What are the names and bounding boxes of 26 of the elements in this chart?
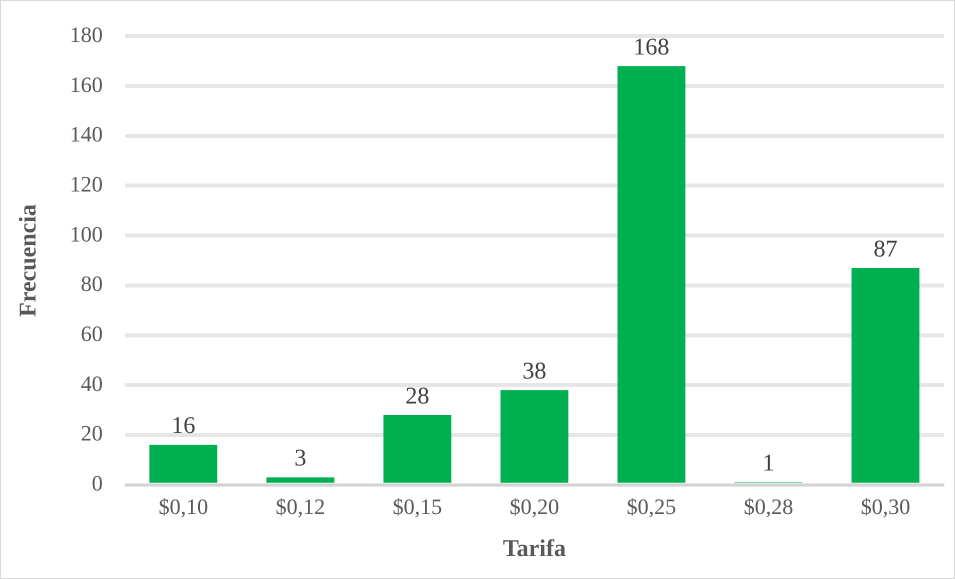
y-tick-label: 20 (80, 420, 103, 446)
data-label: 16 (171, 413, 196, 440)
x-axis-title: Tarifa (502, 536, 566, 562)
data-label: 1 (762, 450, 774, 477)
y-tick-label: 140 (70, 122, 103, 147)
x-tick-label: $0,20 (510, 494, 560, 519)
x-tick-label: $0,28 (744, 494, 794, 519)
y-tick-label: 0 (92, 470, 103, 496)
data-label: 87 (873, 236, 898, 262)
x-tick-label: $0,25 (626, 494, 676, 519)
y-tick-label: 120 (70, 172, 103, 197)
y-axis-title: Frecuencia (16, 204, 42, 317)
x-tick-label: $0,10 (158, 494, 208, 519)
data-label: 168 (633, 34, 670, 60)
data-label: 38 (522, 358, 546, 384)
x-tick-label: $0,12 (276, 494, 326, 519)
y-tick-label: 60 (80, 321, 103, 346)
data-label: 28 (405, 383, 430, 410)
y-tick-label: 180 (70, 22, 103, 47)
y-tick-label: 80 (80, 271, 103, 296)
x-tick-label: $0,30 (860, 494, 910, 519)
y-tick-label: 160 (70, 72, 103, 97)
data-label: 3 (294, 446, 306, 472)
y-tick-label: 40 (80, 370, 103, 396)
y-tick-label: 100 (70, 221, 103, 246)
x-tick-label: $0,15 (392, 494, 442, 519)
